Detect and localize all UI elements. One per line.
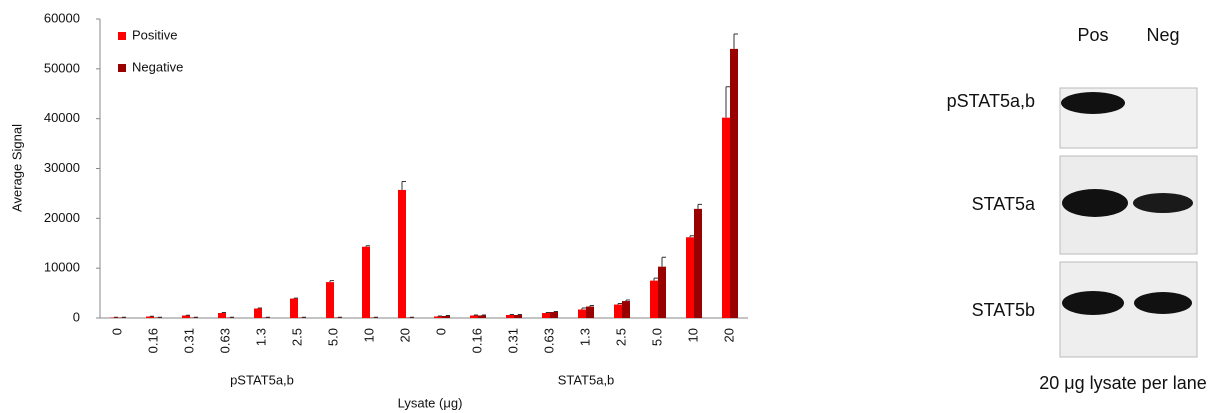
bar (434, 317, 442, 318)
error-bar (662, 257, 666, 266)
y-tick-label: 60000 (44, 10, 80, 25)
blot-column: Neg (1146, 25, 1179, 45)
bar (650, 281, 658, 318)
y-tick-label: 30000 (44, 160, 80, 175)
x-tick-label: 0.16 (145, 328, 160, 353)
x-axis-title: Lysate (μg) (398, 395, 463, 410)
blot: Pos Neg pSTAT5a,b STAT5a STAT5b 20 μg ly… (947, 25, 1207, 393)
legend-label: Negative (132, 59, 183, 74)
y-tick-label: 0 (73, 309, 80, 324)
x-tick-label: 2.5 (613, 328, 628, 346)
bar (478, 316, 486, 318)
bar (362, 247, 370, 318)
bar (730, 49, 738, 318)
error-bar (626, 300, 630, 301)
y-tick-label: 50000 (44, 60, 80, 75)
blot-caption: 20 μg lysate per lane (1039, 373, 1206, 393)
legend-swatch (118, 32, 126, 40)
bar (514, 315, 522, 318)
x-tick-label: 0.63 (541, 328, 556, 353)
bar (506, 315, 514, 318)
x-tick-label: 0.16 (469, 328, 484, 353)
x-tick-label: 5.0 (649, 328, 664, 346)
x-tick-label: 0.31 (181, 328, 196, 353)
bar (586, 307, 594, 318)
x-tick-label: 5.0 (325, 328, 340, 346)
x-tick-label: 1.3 (253, 328, 268, 346)
x-tick-label: 2.5 (289, 328, 304, 346)
bar (550, 312, 558, 318)
figure: Average Signal Lysate (μg) Pos Neg pSTAT… (0, 0, 1222, 413)
x-tick-label: 0 (433, 328, 448, 335)
blot-row: pSTAT5a,b (947, 91, 1035, 111)
blot-band (1133, 193, 1193, 213)
blot-band (1062, 291, 1124, 315)
error-bar (654, 278, 658, 280)
x-tick-label: 10 (361, 328, 376, 342)
bar (694, 209, 702, 318)
bar (326, 282, 334, 318)
x-tick-label: 20 (721, 328, 736, 342)
error-bar (402, 181, 406, 189)
y-tick-label: 10000 (44, 260, 80, 275)
x-tick-label: 0.63 (217, 328, 232, 353)
error-bar (590, 306, 594, 307)
bar (254, 309, 262, 318)
x-tick-label: 0.31 (505, 328, 520, 353)
y-tick-label: 20000 (44, 210, 80, 225)
error-bar (618, 304, 622, 305)
blot-row: STAT5b (972, 300, 1035, 320)
x-tick-label: 10 (685, 328, 700, 342)
bar (622, 301, 630, 318)
page: Average Signal Lysate (μg) Pos Neg pSTAT… (0, 0, 1222, 413)
legend-swatch (118, 64, 126, 72)
bar (686, 237, 694, 318)
error-bar (698, 204, 702, 208)
x-tick-label: 1.3 (577, 328, 592, 346)
y-tick-label: 40000 (44, 110, 80, 125)
error-bar (330, 281, 334, 282)
bar (578, 310, 586, 318)
bar (182, 316, 190, 318)
bar (470, 316, 478, 318)
error-bar (734, 34, 738, 49)
group-label: STAT5a,b (558, 372, 615, 387)
x-tick-label: 0 (109, 328, 124, 335)
error-bar (690, 236, 694, 237)
bar (722, 118, 730, 318)
blot-column: Pos (1077, 25, 1108, 45)
blot-band (1061, 92, 1125, 114)
blot-band (1062, 189, 1128, 217)
bar (658, 267, 666, 318)
bar (614, 305, 622, 318)
y-axis-title: Average Signal (9, 124, 24, 212)
bar (542, 313, 550, 318)
bar (290, 299, 298, 318)
error-bar (726, 87, 730, 118)
bar (218, 313, 226, 318)
x-tick-label: 20 (397, 328, 412, 342)
error-bar (366, 246, 370, 247)
error-bar (582, 308, 586, 309)
blot-band (1134, 292, 1192, 314)
bar (442, 316, 450, 318)
group-label: pSTAT5a,b (230, 372, 294, 387)
bar (398, 190, 406, 318)
blot-row: STAT5a (972, 194, 1036, 214)
legend-label: Positive (132, 27, 178, 42)
